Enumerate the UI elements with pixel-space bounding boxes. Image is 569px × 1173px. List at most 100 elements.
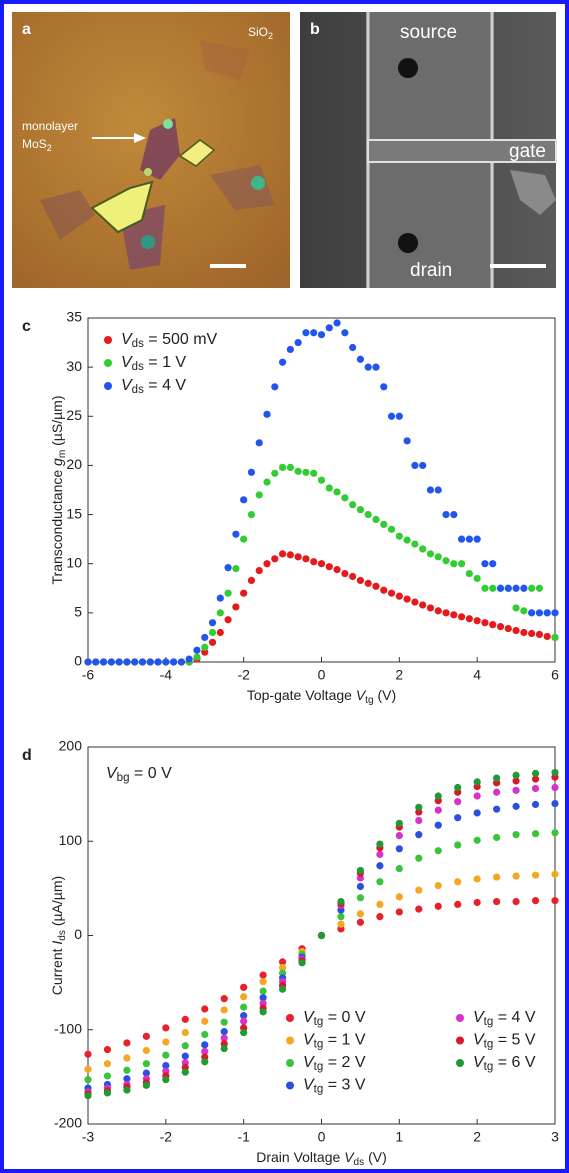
point bbox=[512, 604, 519, 611]
y-axis-label: Current Ids (µA/µm) bbox=[49, 876, 68, 995]
legend-label: Vtg = 0 V bbox=[303, 1009, 366, 1028]
point bbox=[182, 1016, 189, 1023]
point bbox=[310, 329, 317, 336]
legend-label: Vds = 4 V bbox=[121, 377, 186, 396]
point bbox=[271, 470, 278, 477]
point bbox=[512, 831, 519, 838]
point bbox=[295, 468, 302, 475]
point bbox=[221, 1019, 228, 1026]
point bbox=[341, 570, 348, 577]
point bbox=[232, 531, 239, 538]
y-axis-label: Transconductance gm (µS/µm) bbox=[49, 395, 68, 584]
point bbox=[435, 607, 442, 614]
point bbox=[419, 545, 426, 552]
point bbox=[493, 898, 500, 905]
point bbox=[201, 1005, 208, 1012]
point bbox=[240, 1018, 247, 1025]
point bbox=[310, 558, 317, 565]
point bbox=[232, 565, 239, 572]
point bbox=[263, 411, 270, 418]
point bbox=[536, 631, 543, 638]
drain-label: drain bbox=[410, 260, 452, 281]
point bbox=[454, 878, 461, 885]
x-tick-label: 3 bbox=[551, 1129, 559, 1145]
point bbox=[411, 462, 418, 469]
subscript: ds bbox=[132, 384, 144, 396]
point bbox=[333, 319, 340, 326]
point bbox=[512, 873, 519, 880]
point bbox=[497, 623, 504, 630]
point bbox=[209, 629, 216, 636]
point bbox=[298, 959, 305, 966]
y-tick-label: 15 bbox=[66, 505, 82, 521]
point bbox=[349, 573, 356, 580]
point bbox=[474, 778, 481, 785]
point bbox=[512, 787, 519, 794]
point bbox=[512, 898, 519, 905]
subscript: ds bbox=[57, 930, 68, 941]
point bbox=[349, 501, 356, 508]
point bbox=[225, 564, 232, 571]
point bbox=[302, 469, 309, 476]
point bbox=[520, 629, 527, 636]
point bbox=[263, 560, 270, 567]
x-tick-label: -6 bbox=[82, 667, 95, 683]
point bbox=[357, 883, 364, 890]
point bbox=[532, 785, 539, 792]
legend-marker bbox=[286, 1059, 294, 1067]
point bbox=[295, 553, 302, 560]
point bbox=[256, 491, 263, 498]
point bbox=[260, 988, 267, 995]
point bbox=[427, 550, 434, 557]
point bbox=[435, 822, 442, 829]
x-axis-label: Drain Voltage Vds (V) bbox=[256, 1149, 387, 1168]
y-tick-label: 5 bbox=[74, 604, 82, 620]
x-tick-label: 2 bbox=[473, 1129, 481, 1145]
point bbox=[512, 627, 519, 634]
point bbox=[279, 550, 286, 557]
point bbox=[84, 1076, 91, 1083]
point bbox=[182, 1069, 189, 1076]
point bbox=[388, 413, 395, 420]
point bbox=[435, 792, 442, 799]
point bbox=[474, 809, 481, 816]
point bbox=[481, 619, 488, 626]
point bbox=[551, 897, 558, 904]
point bbox=[415, 804, 422, 811]
text: SiO bbox=[248, 25, 268, 39]
legend-label: Vtg = 2 V bbox=[303, 1054, 366, 1073]
point bbox=[337, 921, 344, 928]
point bbox=[551, 784, 558, 791]
legend-marker bbox=[104, 382, 112, 390]
point bbox=[170, 658, 177, 665]
point bbox=[365, 511, 372, 518]
legend-label: Vtg = 3 V bbox=[303, 1077, 366, 1096]
x-tick-label: -3 bbox=[82, 1129, 95, 1145]
point bbox=[248, 469, 255, 476]
y-tick-label: 100 bbox=[59, 832, 83, 848]
point bbox=[435, 847, 442, 854]
text: (V) bbox=[374, 687, 397, 703]
legend-marker bbox=[456, 1037, 464, 1045]
point bbox=[435, 903, 442, 910]
point bbox=[372, 516, 379, 523]
text: = 4 V bbox=[144, 377, 187, 394]
point bbox=[532, 897, 539, 904]
point bbox=[458, 613, 465, 620]
point bbox=[419, 462, 426, 469]
series bbox=[84, 550, 558, 665]
annotation: monolayer bbox=[22, 119, 78, 133]
y-tick-label: 30 bbox=[66, 358, 82, 374]
point bbox=[217, 609, 224, 616]
series bbox=[84, 897, 558, 1058]
annotation: Vbg = 0 V bbox=[106, 765, 172, 784]
point bbox=[419, 601, 426, 608]
point bbox=[333, 566, 340, 573]
x-tick-label: 2 bbox=[395, 667, 403, 683]
point bbox=[396, 593, 403, 600]
legend-label: Vds = 1 V bbox=[121, 354, 186, 373]
text: = 1 V bbox=[144, 354, 187, 371]
point bbox=[551, 800, 558, 807]
text: = 3 V bbox=[323, 1077, 366, 1094]
point bbox=[372, 364, 379, 371]
